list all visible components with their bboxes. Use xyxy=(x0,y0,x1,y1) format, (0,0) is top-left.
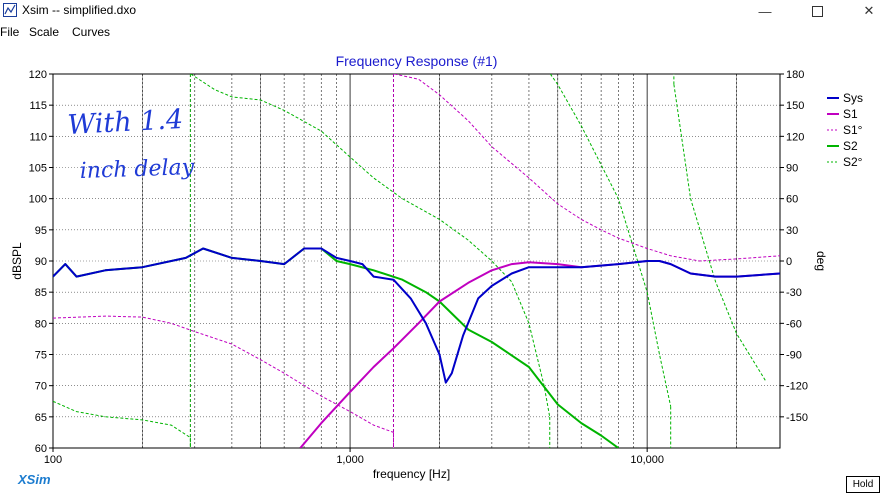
legend-label-4: S2° xyxy=(843,155,863,169)
close-icon[interactable]: ✕ xyxy=(863,3,875,18)
menu-curves[interactable]: Curves xyxy=(72,25,111,39)
y2-tick-label: 120 xyxy=(786,131,804,143)
legend-label-2: S1° xyxy=(843,123,863,137)
series-line-s1-0 xyxy=(299,260,780,448)
series-line-s2-phase-1 xyxy=(190,74,551,417)
y-tick-label: 110 xyxy=(29,131,47,143)
title-bar: Xsim -- simplified.dxo — ✕ xyxy=(0,0,880,22)
series-line-s2-phase-2 xyxy=(549,74,672,407)
legend-label-3: S2 xyxy=(843,139,858,153)
x-tick-label: 100 xyxy=(44,454,62,466)
annotation-line-1: With 1.4 xyxy=(67,104,184,141)
y2-tick-label: -120 xyxy=(786,381,808,393)
series-line-s1-phase-1 xyxy=(394,74,780,262)
y2-axis-label: deg xyxy=(814,251,828,271)
y-tick-label: 85 xyxy=(35,287,47,299)
y2-tick-label: 180 xyxy=(786,69,804,81)
y2-tick-label: -90 xyxy=(786,350,802,362)
maximize-icon[interactable] xyxy=(794,0,840,22)
series-line-s2-0 xyxy=(53,247,619,448)
x-axis-label: frequency [Hz] xyxy=(373,467,450,481)
y-tick-label: 100 xyxy=(29,194,47,206)
app-icon xyxy=(3,3,17,17)
series-line-s2-phase-3 xyxy=(673,84,766,381)
y-tick-label: 70 xyxy=(35,381,47,393)
window-title: Xsim -- simplified.dxo xyxy=(22,3,137,17)
x-tick-label: 1,000 xyxy=(336,454,364,466)
y-tick-label: 120 xyxy=(29,69,47,81)
y-axis-label: dBSPL xyxy=(10,242,24,280)
y2-tick-label: -150 xyxy=(786,412,808,424)
y2-tick-label: 30 xyxy=(786,225,798,237)
series-line-s1-phase-0 xyxy=(53,315,394,433)
series-line-s2-phase-0 xyxy=(53,400,191,439)
y-tick-label: 65 xyxy=(35,412,47,424)
y-tick-label: 60 xyxy=(35,443,47,455)
y-tick-label: 105 xyxy=(29,163,47,175)
menu-scale[interactable]: Scale xyxy=(29,25,60,39)
y2-tick-label: -60 xyxy=(786,318,802,330)
y2-tick-label: -30 xyxy=(786,287,802,299)
minimize-icon[interactable]: — xyxy=(758,3,772,19)
series-line-sys-0 xyxy=(53,247,780,384)
y2-tick-label: 90 xyxy=(786,163,798,175)
y2-tick-label: 0 xyxy=(786,256,792,268)
menu-bar: File Scale Curves xyxy=(0,22,880,42)
y-tick-label: 90 xyxy=(35,256,47,268)
x-tick-label: 10,000 xyxy=(630,454,664,466)
legend-label-0: Sys xyxy=(843,91,863,105)
y-tick-label: 95 xyxy=(35,225,47,237)
xsim-logo: XSim xyxy=(18,472,51,487)
frequency-response-chart[interactable]: Frequency Response (#1) 60 65 70 75 80 85 90 95 1… xyxy=(0,44,880,492)
y-tick-label: 75 xyxy=(35,350,47,362)
y2-tick-label: 60 xyxy=(786,194,798,206)
y2-tick-label: 150 xyxy=(786,100,804,112)
y-tick-label: 80 xyxy=(35,318,47,330)
annotation-line-2: inch delay xyxy=(79,155,195,184)
y-tick-label: 115 xyxy=(29,100,47,112)
chart-title: Frequency Response (#1) xyxy=(336,53,498,69)
menu-file[interactable]: File xyxy=(0,25,20,39)
hold-button[interactable]: Hold xyxy=(846,476,880,493)
legend-label-1: S1 xyxy=(843,107,858,121)
series-group xyxy=(53,74,780,448)
